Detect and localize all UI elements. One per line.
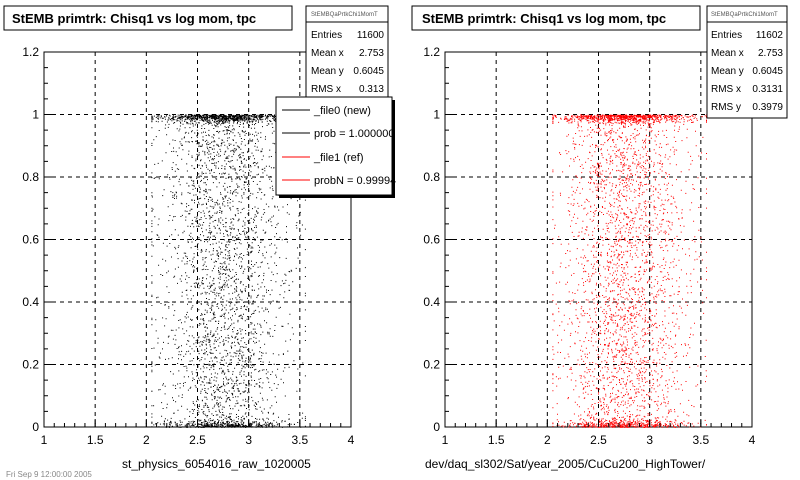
y-tick-label: 0.6 [22,233,39,247]
right-stats-label-entries: Entries [711,30,742,41]
left-stats-value-rms-x: 0.313 [359,84,384,95]
right-stats-frame [706,5,788,119]
left-legend: _file0 (new) prob = 1.000000 _file1 (ref… [275,96,396,198]
x-tick-label: 1.5 [87,433,104,447]
right-stats-header: StEMBQaPrtkChi1MomT [711,12,778,18]
left-stats-value-entries: 11600 [357,30,385,41]
left-x-axis-label: st_physics_6054016_raw_1020005 [122,457,311,471]
right-panel-title: StEMB primtrk: Chisq1 vs log mom, tpc [422,11,666,26]
right-stats-label-rms-x: RMS x [711,84,741,95]
x-tick-label: 3.5 [291,433,308,447]
y-tick-label: 0.8 [22,170,39,184]
y-tick-label: 1 [32,108,39,122]
right-title-box [411,5,701,31]
right-stats-value-rms-y: 0.3979 [752,102,783,113]
legend-text-prob: prob = 1.000000 [314,128,394,140]
y-tick-label: 0 [32,420,39,434]
right-stats-box: StEMBQaPrtkChi1MomT Entries 11602 Mean x… [706,5,788,119]
left-points [151,114,306,428]
y-tick-label: 0 [433,420,440,434]
right-stats-label-mean-y: Mean y [711,66,744,77]
y-tick-label: 1.2 [22,45,39,59]
x-tick-label: 1 [41,433,48,447]
legend-text-probn: probN = 0.99994 [314,175,396,187]
y-tick-label: 0.2 [423,358,440,372]
right-x-axis-label: dev/daq_sl302/Sat/year_2005/CuCu200_High… [425,457,706,471]
y-tick-label: 0.2 [22,358,39,372]
legend-text-ref: _file1 (ref) [313,152,364,164]
x-tick-label: 2.5 [189,433,206,447]
x-tick-label: 2.5 [590,433,607,447]
y-tick-label: 0.6 [423,233,440,247]
right-stats-value-rms-x: 0.3131 [752,84,783,95]
x-tick-label: 1.5 [488,433,505,447]
x-tick-label: 4 [749,433,756,447]
left-y-ticks: 0 0.2 0.4 0.6 0.8 1 1.2 [22,45,52,434]
left-x-ticks: 1 1.5 2 2.5 3 3.5 4 [41,419,355,447]
y-tick-label: 0.4 [22,295,39,309]
left-title-box [3,5,293,31]
right-stats-label-rms-y: RMS y [711,102,741,113]
x-tick-label: 2 [544,433,551,447]
y-tick-label: 1.2 [423,45,440,59]
left-panel-title: StEMB primtrk: Chisq1 vs log mom, tpc [12,11,256,26]
x-tick-label: 2 [143,433,150,447]
left-stats-value-mean-x: 2.753 [359,48,384,59]
left-stats-label-mean-x: Mean x [311,48,344,59]
right-y-ticks: 0 0.2 0.4 0.6 0.8 1 1.2 [423,45,453,434]
y-tick-label: 0.8 [423,170,440,184]
left-stats-value-mean-y: 0.6045 [353,66,384,77]
x-tick-label: 3.5 [692,433,709,447]
y-tick-label: 0.4 [423,295,440,309]
right-stats-label-mean-x: Mean x [711,48,744,59]
right-stats-value-mean-y: 0.6045 [752,66,783,77]
scatter-points [151,114,306,428]
right-stats-value-mean-x: 2.753 [758,48,783,59]
right-x-ticks: 1 1.5 2 2.5 3 3.5 4 [442,419,756,447]
y-tick-label: 1 [433,108,440,122]
right-stats-value-entries: 11602 [756,30,784,41]
left-stats-label-entries: Entries [311,30,342,41]
x-tick-label: 4 [348,433,355,447]
legend-text-new: _file0 (new) [313,105,371,117]
left-stats-label-rms-x: RMS x [311,84,341,95]
x-tick-label: 3 [245,433,252,447]
left-stats-label-mean-y: Mean y [311,66,344,77]
legend-frame [275,96,393,196]
left-stats-box: StEMBQaPrtkChi1MomT Entries 11600 Mean x… [305,5,389,101]
footer-timestamp: Fri Sep 9 12:00:00 2005 [6,470,92,479]
x-tick-label: 1 [442,433,449,447]
x-tick-label: 3 [646,433,653,447]
left-stats-header: StEMBQaPrtkChi1MomT [311,12,378,18]
